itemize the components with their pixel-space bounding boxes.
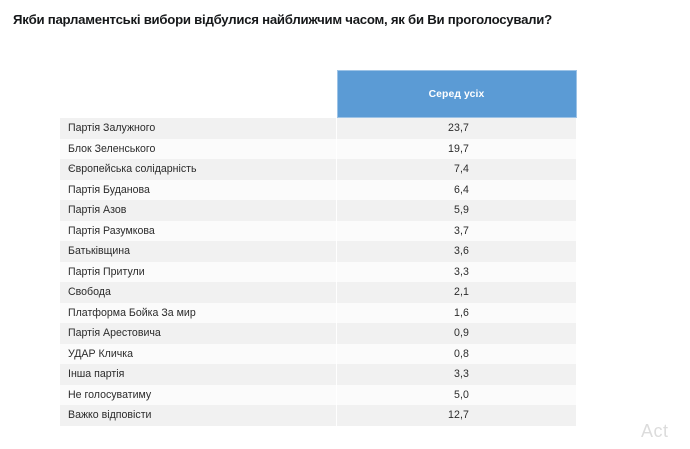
row-value: 2,1	[453, 286, 469, 298]
row-value: 19,7	[447, 142, 469, 155]
table-row: Партія Арестовича 0,9	[60, 323, 576, 344]
row-label: Партія Буданова	[60, 180, 337, 201]
table-row: Важко відповісти 12,7	[60, 405, 576, 426]
row-value: 6,4	[453, 183, 469, 196]
table-row: Батьківщина 3,6	[60, 241, 576, 262]
row-value: 5,9	[453, 204, 469, 216]
poll-table-container: Серед усіх Партія Залужного 23,7 Блок Зеле…	[60, 70, 577, 426]
table-row: Партія Залужного 23,7	[60, 117, 576, 139]
row-label: Партія Залужного	[60, 118, 337, 139]
row-value: 12,7	[447, 409, 469, 421]
row-label: Не голосуватиму	[60, 385, 337, 406]
row-label: Інша партія	[60, 364, 337, 385]
row-label: Платформа Бойка За мир	[60, 303, 337, 324]
row-value: 5,0	[453, 388, 469, 401]
table-row: Партія Притули 3,3	[60, 261, 576, 283]
table-row: Блок Зеленського 19,7	[60, 138, 576, 160]
table-row: Свобода 2,1	[60, 282, 576, 303]
table-row: Партія Буданова 6,4	[60, 179, 576, 201]
poll-results-table: Серед усіх Партія Залужного 23,7 Блок Зеле…	[60, 70, 577, 426]
row-value: 7,4	[453, 163, 469, 175]
table-row: Партія Разумкова 3,7	[60, 220, 576, 242]
row-label: Блок Зеленського	[60, 139, 337, 160]
table-body: Партія Залужного 23,7 Блок Зеленського 19,7…	[60, 117, 576, 426]
column-header-among-all: Серед усіх	[336, 70, 577, 118]
row-value: 3,3	[453, 265, 469, 278]
row-label: Важко відповісти	[60, 405, 337, 426]
row-value: 23,7	[447, 122, 469, 134]
row-label: Партія Арестовича	[60, 323, 337, 344]
column-header-label	[60, 70, 337, 118]
table-row: Платформа Бойка За мир 1,6	[60, 302, 576, 324]
row-value: 0,8	[453, 347, 469, 360]
table-row: Європейська солідарність 7,4	[60, 159, 576, 180]
row-value: 3,7	[453, 224, 469, 237]
row-label: Партія Разумкова	[60, 221, 337, 242]
row-label: Партія Притули	[60, 262, 337, 283]
table-header-row: Серед усіх	[60, 70, 577, 118]
row-label: Партія Азов	[60, 200, 337, 221]
watermark: Act	[641, 421, 669, 441]
table-row: УДАР Кличка 0,8	[60, 343, 576, 365]
table-row: Інша партія 3,3	[60, 364, 576, 385]
row-value: 3,6	[453, 245, 469, 257]
row-value: 1,6	[453, 306, 469, 319]
table-row: Партія Азов 5,9	[60, 200, 576, 221]
table-row: Не голосуватиму 5,0	[60, 384, 576, 406]
page-title: Якби парламентські вибори відбулися найб…	[13, 12, 552, 27]
row-label: Свобода	[60, 282, 337, 303]
row-label: Батьківщина	[60, 241, 337, 262]
row-label: УДАР Кличка	[60, 344, 337, 365]
row-label: Європейська солідарність	[60, 159, 337, 180]
row-value: 0,9	[453, 327, 469, 339]
row-value: 3,3	[453, 368, 469, 380]
table-header: Серед усіх	[60, 70, 577, 118]
